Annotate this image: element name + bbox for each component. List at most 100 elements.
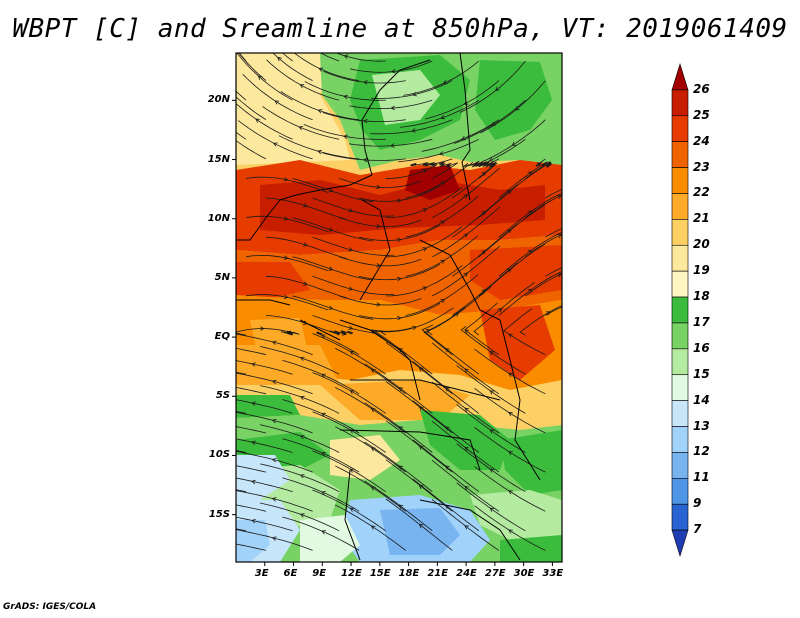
streamline-arrow: [546, 161, 552, 166]
streamline-arrow: [464, 329, 469, 334]
colorbar-swatch: [671, 296, 689, 324]
streamline-arrow: [536, 162, 542, 167]
streamline-arrow: [317, 109, 323, 114]
streamline-arrow: [398, 387, 404, 392]
streamline: [545, 227, 562, 238]
colorbar-swatch: [671, 219, 689, 246]
streamline-arrow: [508, 490, 513, 495]
colorbar-level-label: 16: [693, 340, 710, 355]
streamline-arrow: [348, 286, 354, 291]
streamline-arrow: [299, 395, 305, 401]
streamline-arrow: [445, 465, 450, 470]
colorbar-level-label: 19: [693, 263, 710, 278]
streamline-arrow: [225, 501, 229, 505]
streamline-arrow: [481, 210, 487, 216]
streamline-arrow: [418, 523, 424, 529]
streamline-arrow: [376, 184, 381, 190]
lat-tick-label: 5N: [214, 271, 230, 283]
streamline: [238, 53, 247, 62]
streamline-arrow: [445, 426, 450, 431]
streamline-arrow: [251, 440, 256, 446]
colorbar-swatch: [671, 270, 689, 298]
streamline-arrow: [497, 307, 503, 313]
streamline-arrow: [390, 143, 395, 148]
streamline-arrow: [545, 311, 551, 316]
colorbar-level-label: 18: [693, 289, 710, 304]
streamline: [236, 504, 267, 512]
streamline-arrow: [508, 333, 513, 338]
streamline-arrow: [411, 128, 416, 133]
streamline-arrow: [283, 294, 289, 300]
colorbar-level-label: 13: [693, 418, 710, 433]
streamline-arrow: [507, 190, 512, 195]
colorbar-level-label: 7: [693, 522, 702, 537]
streamline-arrow: [303, 242, 308, 247]
streamline: [236, 96, 267, 121]
lon-tick-label: 15E: [369, 568, 391, 579]
streamline-arrow: [328, 305, 334, 310]
streamline-arrow: [349, 468, 355, 473]
colorbar-swatch: [671, 503, 689, 531]
streamline-arrow: [225, 462, 229, 466]
streamline-arrow: [422, 208, 428, 213]
colorbar-swatch: [671, 244, 689, 272]
lat-tick-label: 10S: [208, 449, 230, 461]
streamline: [545, 306, 562, 316]
lon-tick-label: 27E: [484, 568, 506, 579]
streamline-arrow: [511, 141, 517, 146]
streamline-arrow: [205, 404, 209, 408]
colorbar-swatch: [671, 348, 689, 376]
streamline-arrow: [343, 134, 348, 140]
streamline: [236, 489, 247, 493]
streamline-arrow: [422, 168, 428, 174]
streamline: [282, 53, 293, 62]
streamline: [236, 465, 267, 473]
streamline-arrow: [489, 468, 495, 473]
colorbar-level-label: 21: [693, 211, 710, 226]
streamline-arrow: [557, 273, 562, 278]
streamline-arrow: [412, 91, 417, 97]
colorbar-level-label: 26: [693, 81, 710, 96]
streamline-arrow: [328, 227, 334, 232]
streamline-arrow: [321, 452, 326, 457]
streamline-arrow: [274, 100, 280, 105]
streamline-arrow: [398, 465, 404, 470]
streamline-arrow: [349, 507, 355, 512]
streamline-arrow: [328, 188, 334, 193]
streamline: [236, 347, 267, 356]
streamline-arrow: [396, 276, 402, 282]
streamline-arrow: [464, 525, 469, 530]
streamline-arrow: [263, 32, 267, 36]
streamline-arrow: [299, 474, 305, 479]
streamline-arrow: [422, 286, 428, 291]
streamline-arrow: [251, 518, 256, 524]
colorbar-level-label: 11: [693, 470, 710, 485]
streamline-arrow: [440, 114, 446, 120]
colorbar-level-label: 25: [693, 107, 710, 122]
streamline-arrow: [271, 418, 277, 424]
lon-tick-label: 30E: [513, 568, 535, 579]
colorbar-swatch: [671, 89, 689, 117]
streamline-arrow: [298, 126, 304, 131]
streamline-arrow: [283, 216, 289, 221]
colorbar-level-label: 14: [693, 392, 710, 407]
streamline-arrow: [508, 372, 513, 377]
streamline-arrow: [440, 220, 446, 225]
colorbar-swatch: [671, 167, 689, 194]
streamline-arrow: [328, 266, 334, 271]
lat-tick-label: 20N: [207, 94, 230, 106]
lat-tick-label: 10N: [207, 212, 230, 224]
streamline-arrow: [418, 367, 424, 372]
colorbar-swatch: [671, 478, 689, 505]
grads-credit: GrADS: IGES/COLA: [3, 602, 97, 612]
streamline-arrow: [440, 259, 446, 264]
streamline-arrow: [488, 157, 494, 162]
streamline-arrow: [213, 113, 217, 117]
colorbar-level-label: 20: [693, 237, 710, 252]
streamline-arrow: [463, 272, 469, 277]
streamline-arrow: [580, 220, 584, 224]
streamline-arrow: [299, 435, 305, 440]
streamline-arrow: [251, 362, 256, 367]
streamline-arrow: [260, 326, 265, 331]
